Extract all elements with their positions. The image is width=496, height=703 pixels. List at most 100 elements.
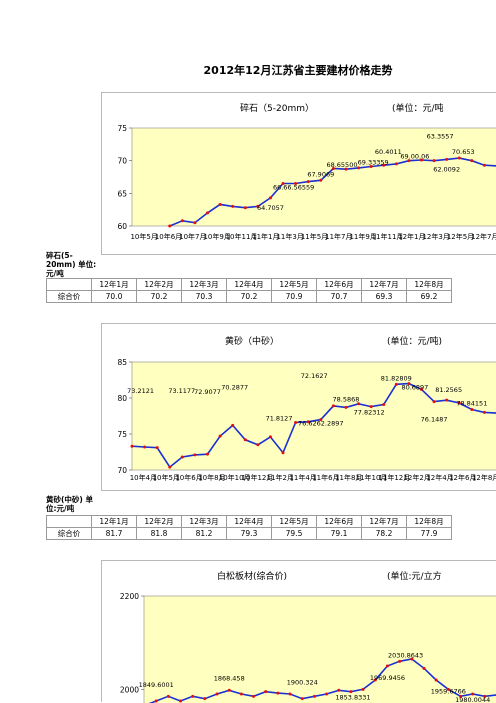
x-tick-label: 10年5月	[130, 232, 157, 241]
x-tick-label: 12年3月	[422, 232, 449, 241]
data-point	[433, 400, 436, 403]
data-point	[264, 690, 267, 693]
data-label: 76.6262.2897	[298, 420, 344, 428]
table-cell: 79.3	[227, 528, 272, 540]
chart-unit-label: (单位:元/立方	[387, 570, 442, 582]
table-header-cell: 12年4月	[227, 279, 272, 291]
data-point	[206, 453, 209, 456]
data-point	[422, 667, 425, 670]
x-tick-label: 11年1月	[252, 232, 279, 241]
data-point	[181, 219, 184, 222]
table-cell: 70.3	[182, 291, 227, 303]
data-label: 1900.324	[287, 679, 318, 687]
table-corner-cell	[47, 516, 92, 528]
data-point	[382, 403, 385, 406]
data-point	[433, 159, 436, 162]
data-label: 68.65500	[326, 161, 357, 169]
data-label: 70.653	[452, 148, 475, 156]
data-label: 70.2877	[221, 383, 248, 391]
data-label: 1853.8331	[335, 694, 370, 702]
data-point	[240, 693, 243, 696]
x-tick-label: 11年7月	[325, 232, 352, 241]
table-header-cell: 12年2月	[137, 516, 182, 528]
data-point	[219, 203, 222, 206]
data-point	[231, 424, 234, 427]
table-corner-cell	[47, 279, 92, 291]
gravel-side-label: 碎石(5-20mm) 单位:元/吨	[46, 251, 100, 278]
table-cell: 70.0	[92, 291, 137, 303]
data-point	[269, 435, 272, 438]
data-label: 2030.8643	[388, 651, 423, 659]
data-point	[156, 446, 159, 449]
chart-title: 碎石（5-20mm）	[240, 102, 314, 114]
data-label: 73.2121	[127, 387, 154, 395]
table-row: 综合价 81.7 81.8 81.2 79.3 79.5 79.1 78.2 7…	[47, 528, 452, 540]
table-header-cell: 12年3月	[182, 516, 227, 528]
x-tick-label: 11年3月	[276, 232, 303, 241]
x-tick-label: 11年5月	[301, 232, 328, 241]
table-header-cell: 12年1月	[92, 279, 137, 291]
table-header-cell: 12年7月	[362, 516, 407, 528]
data-label: 69.33359	[358, 159, 389, 167]
data-point	[301, 697, 304, 700]
y-tick-label: 75	[117, 430, 127, 439]
data-point	[216, 693, 219, 696]
y-tick-label: 60	[117, 222, 127, 231]
table-cell: 69.2	[407, 291, 452, 303]
table-header-cell: 12年8月	[407, 516, 452, 528]
chart-title: 黄砂（中砂）	[225, 335, 279, 347]
data-point	[294, 421, 297, 424]
x-tick-label: 10年6月	[155, 232, 182, 241]
y-tick-label: 70	[117, 157, 127, 166]
data-point	[470, 159, 473, 162]
table-row-label: 综合价	[47, 291, 92, 303]
table-cell: 81.8	[137, 528, 182, 540]
y-tick-label: 2200	[120, 592, 139, 601]
data-point	[276, 692, 279, 695]
page-title: 2012年12月江苏省主要建材价格走势	[0, 62, 496, 78]
y-tick-label: 2000	[120, 685, 139, 694]
data-label: 71.8127	[266, 415, 293, 423]
gravel-price-table: 12年1月 12年2月 12年3月 12年4月 12年5月 12年6月 12年7…	[46, 278, 452, 303]
data-label: 81.2565	[435, 386, 462, 394]
data-point	[143, 445, 146, 448]
data-point	[458, 157, 461, 160]
chart-title: 白松板材(综合价)	[217, 570, 287, 582]
data-point	[362, 688, 365, 691]
table-header-cell: 12年6月	[317, 516, 362, 528]
data-point	[206, 211, 209, 214]
data-label: 67.9069	[307, 170, 334, 178]
data-point	[357, 166, 360, 169]
data-label: 77.82312	[354, 409, 385, 417]
data-point	[395, 383, 398, 386]
data-point	[193, 453, 196, 456]
data-point	[168, 466, 171, 469]
data-point	[319, 179, 322, 182]
table-cell: 79.5	[272, 528, 317, 540]
chart-pine-board: 白松板材(综合价) (单位:元/立方 2000 2200 1849.6001 1868.4…	[101, 560, 496, 702]
data-label: 1959.6766	[431, 687, 466, 695]
table-header-row: 12年1月 12年2月 12年3月 12年4月 12年5月 12年6月 12年7…	[47, 516, 452, 528]
table-cell: 70.2	[137, 291, 182, 303]
data-label: 81.82809	[381, 374, 412, 382]
data-label: 73.1177	[168, 387, 195, 395]
data-label: 78.84151	[456, 400, 487, 408]
data-point	[231, 205, 234, 208]
data-point	[168, 225, 171, 228]
data-point	[337, 689, 340, 692]
data-point	[131, 445, 134, 448]
table-header-cell: 12年5月	[272, 279, 317, 291]
data-label: 63.3557	[427, 133, 454, 141]
data-point	[282, 451, 285, 454]
chart-sand-svg: 黄砂（中砂）(单位：元/吨)7075808510年4月10年5月10年6月10年…	[102, 324, 496, 490]
x-tick-label: 12年8月	[472, 473, 496, 482]
data-point	[252, 695, 255, 698]
data-label: 60.4011	[375, 148, 402, 156]
data-label: 1849.6001	[139, 681, 174, 689]
y-tick-label: 75	[117, 124, 127, 133]
chart-pine-board-svg: 白松板材(综合价) (单位:元/立方 2000 2200 1849.6001 1868.4…	[102, 561, 496, 703]
data-label: 1868.458	[214, 674, 245, 682]
table-cell: 81.7	[92, 528, 137, 540]
y-tick-label: 80	[117, 394, 127, 403]
